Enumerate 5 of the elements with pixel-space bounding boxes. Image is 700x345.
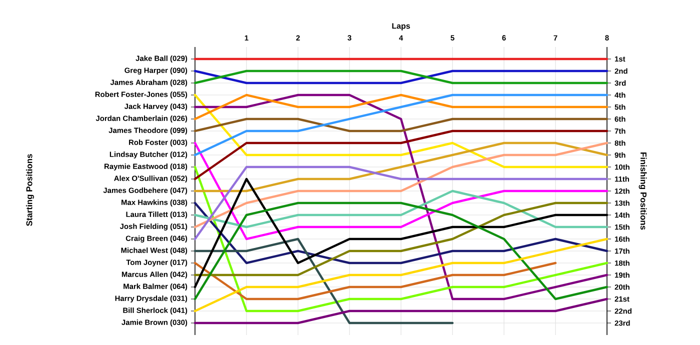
y2-axis-title: Finishing Positions <box>638 152 647 230</box>
line-series <box>194 142 608 192</box>
line-series <box>194 202 608 264</box>
line-series <box>194 262 557 300</box>
text: Starting Positions <box>26 154 34 226</box>
